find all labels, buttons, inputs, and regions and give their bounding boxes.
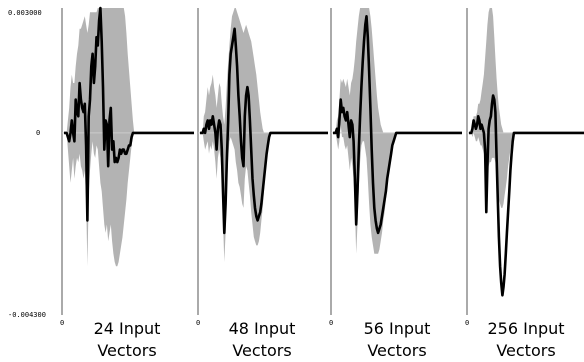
panel-4-mean-line bbox=[468, 94, 584, 297]
panel-1-label-line1: 24 Input bbox=[94, 319, 161, 338]
panel-3-mean-line bbox=[333, 15, 462, 235]
panel-2: 0 48 Input Vectors bbox=[196, 8, 328, 360]
panel-3-label-line2: Vectors bbox=[367, 341, 426, 360]
panel-3-label-line1: 56 Input bbox=[364, 319, 431, 338]
panel-4-x-tick: 0 bbox=[465, 319, 469, 327]
panel-2-label-line2: Vectors bbox=[232, 341, 291, 360]
panel-3-x-tick: 0 bbox=[329, 319, 333, 327]
panel-1-mean-line bbox=[64, 6, 194, 222]
panel-1-x-tick: 0 bbox=[60, 319, 64, 327]
y-tick-zero: 0 bbox=[36, 129, 40, 137]
panel-1-label-line2: Vectors bbox=[97, 341, 156, 360]
panel-3-envelope-area bbox=[333, 8, 462, 254]
panel-2-envelope-area bbox=[200, 8, 328, 262]
panel-4-label-line2: Vectors bbox=[496, 341, 555, 360]
panel-2-mean-line bbox=[200, 27, 328, 235]
panel-1: 0.003000 0 -0.004300 0 24 Input Vectors bbox=[8, 6, 194, 360]
y-tick-min: -0.004300 bbox=[8, 311, 46, 319]
panel-1-envelope-area bbox=[64, 8, 194, 267]
panel-3: 0 56 Input Vectors bbox=[329, 8, 462, 360]
panel-4-label-line1: 256 Input bbox=[487, 319, 564, 338]
panel-2-label-line1: 48 Input bbox=[229, 319, 296, 338]
y-tick-max: 0.003000 bbox=[8, 9, 42, 17]
panel-2-x-tick: 0 bbox=[196, 319, 200, 327]
panel-4: 0 256 Input Vectors bbox=[465, 8, 584, 360]
